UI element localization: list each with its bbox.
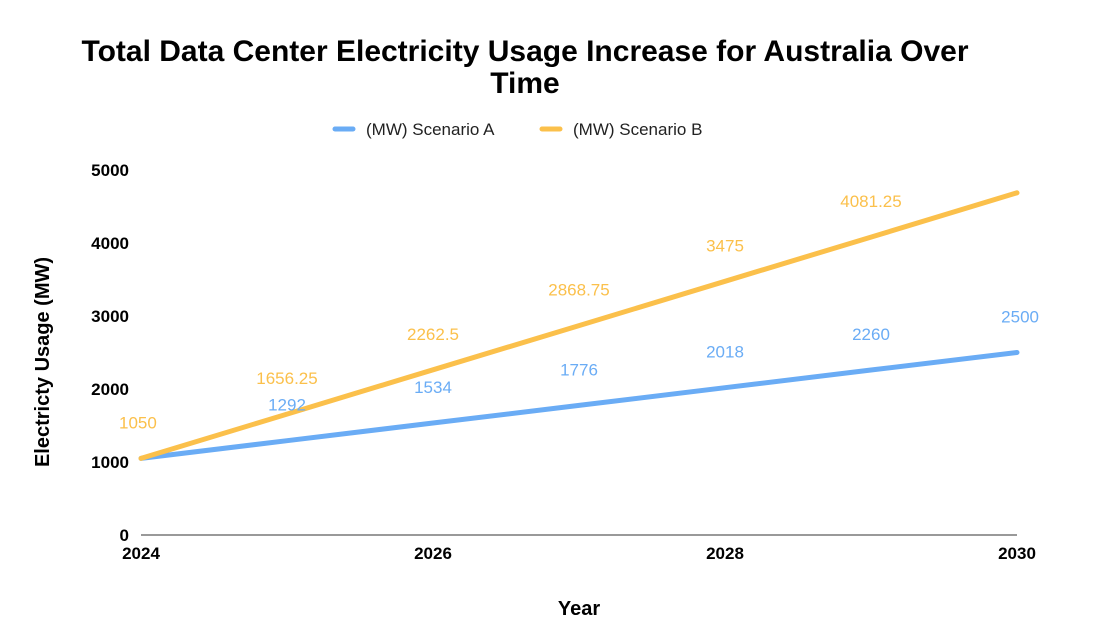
legend-label: (MW) Scenario B [573,120,702,139]
y-tick-label: 4000 [91,234,129,253]
x-tick-label: 2028 [706,544,744,563]
legend: (MW) Scenario A (MW) Scenario B [335,120,702,139]
data-label: 2500 [1001,308,1039,327]
data-label: 1534 [414,378,452,397]
data-label: 2262.5 [407,325,459,344]
data-label: 4081.25 [840,192,901,211]
y-axis-title: Electricty Usage (MW) [32,257,54,467]
data-label: 2018 [706,343,744,362]
y-tick-label: 3000 [91,307,129,326]
data-label: 1656.25 [256,369,317,388]
chart-title-line-2: Time [490,67,559,100]
x-tick-label: 2026 [414,544,452,563]
x-tick-label: 2024 [122,544,160,563]
legend-label: (MW) Scenario A [366,120,495,139]
data-label: 1050 [119,413,157,432]
data-label: 2260 [852,325,890,344]
data-label: 3475 [706,236,744,255]
y-tick-label: 5000 [91,161,129,180]
y-tick-label: 0 [120,526,129,545]
chart-title-line-1: Total Data Center Electricity Usage Incr… [81,35,968,68]
y-axis-ticks: 0 1000 2000 3000 4000 5000 [91,161,129,545]
data-label: 2868.75 [548,281,609,300]
data-label: 1292 [268,396,306,415]
y-tick-label: 1000 [91,453,129,472]
x-axis-title: Year [558,598,600,620]
x-tick-label: 2030 [998,544,1036,563]
y-tick-label: 2000 [91,380,129,399]
x-axis-ticks: 2024 2026 2028 2030 [122,544,1036,563]
data-label: 1776 [560,360,598,379]
